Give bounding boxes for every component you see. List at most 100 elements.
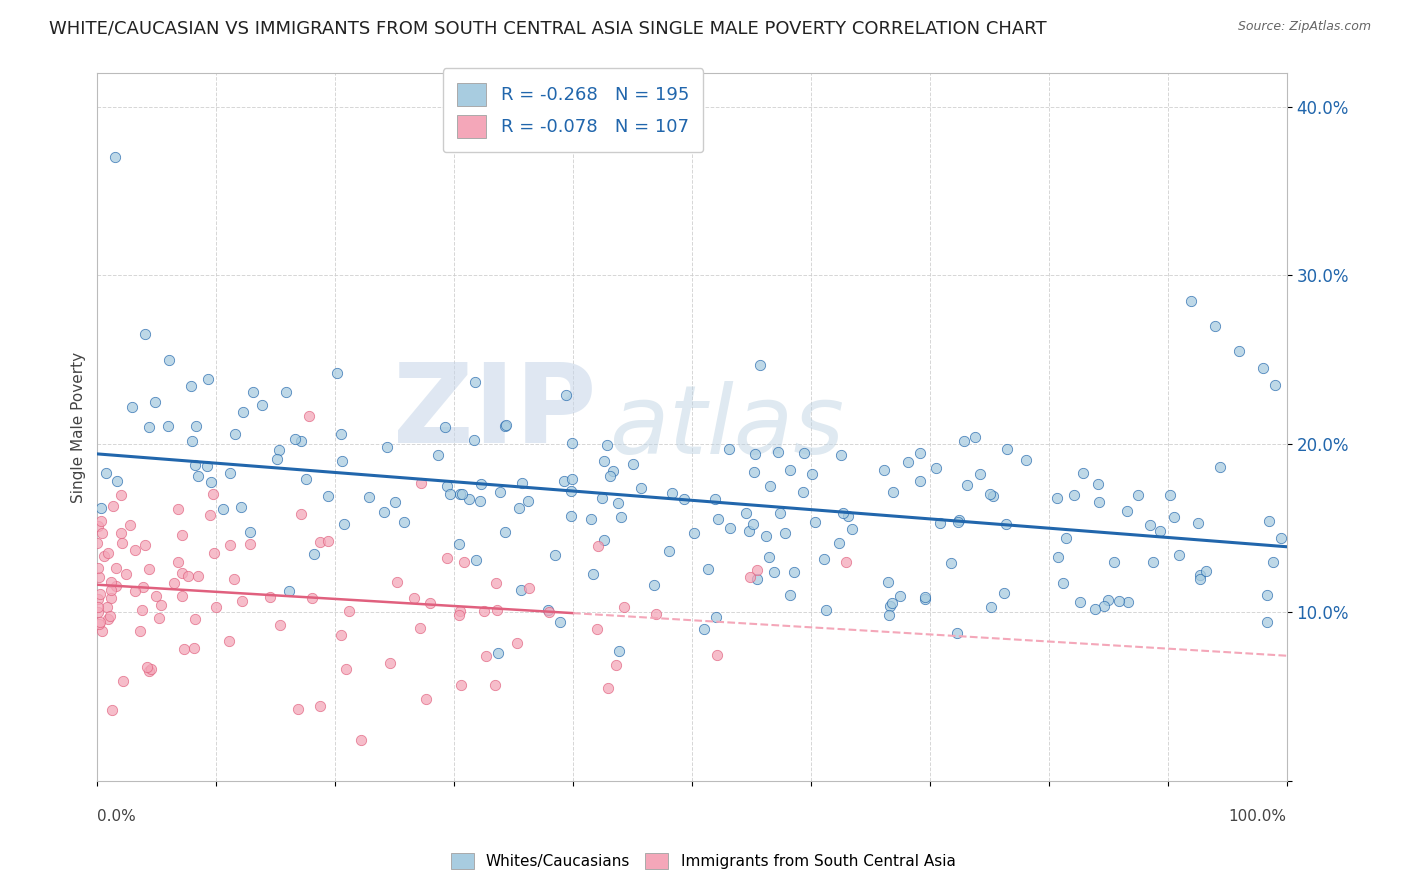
- Point: [841, 522, 863, 536]
- Point: [89, 587, 111, 601]
- Point: [177, 569, 200, 583]
- Point: [129, 624, 152, 638]
- Point: [138, 562, 160, 576]
- Point: [645, 607, 668, 621]
- Point: [439, 487, 461, 501]
- Point: [598, 681, 620, 695]
- Point: [124, 542, 146, 557]
- Point: [104, 579, 127, 593]
- Point: [718, 521, 741, 535]
- Point: [830, 448, 852, 462]
- Point: [815, 603, 838, 617]
- Point: [121, 401, 143, 415]
- Point: [1251, 361, 1274, 376]
- Point: [173, 641, 195, 656]
- Point: [104, 561, 127, 575]
- Point: [170, 528, 193, 542]
- Point: [1256, 615, 1278, 629]
- Text: ZIP: ZIP: [394, 359, 596, 467]
- Point: [308, 535, 330, 549]
- Point: [1258, 514, 1281, 528]
- Point: [1264, 378, 1286, 392]
- Point: [561, 472, 583, 486]
- Point: [124, 584, 146, 599]
- Point: [295, 472, 318, 486]
- Point: [457, 491, 479, 506]
- Point: [832, 506, 855, 520]
- Point: [706, 512, 728, 526]
- Point: [963, 429, 986, 443]
- Point: [946, 516, 969, 530]
- Point: [484, 678, 506, 692]
- Point: [582, 567, 605, 582]
- Point: [318, 489, 340, 503]
- Point: [284, 433, 307, 447]
- Point: [197, 372, 219, 386]
- Point: [326, 367, 349, 381]
- Point: [879, 599, 901, 613]
- Point: [803, 515, 825, 529]
- Point: [1227, 344, 1250, 359]
- Point: [1149, 524, 1171, 539]
- Point: [742, 465, 765, 479]
- Point: [914, 590, 936, 604]
- Point: [877, 608, 900, 623]
- Point: [97, 612, 120, 626]
- Point: [1128, 487, 1150, 501]
- Point: [89, 570, 111, 584]
- Text: atlas: atlas: [609, 381, 844, 474]
- Point: [1073, 466, 1095, 480]
- Point: [434, 420, 457, 434]
- Point: [218, 633, 240, 648]
- Point: [588, 539, 610, 553]
- Point: [335, 662, 357, 676]
- Point: [316, 534, 339, 549]
- Point: [516, 493, 538, 508]
- Point: [86, 591, 108, 606]
- Point: [495, 418, 517, 433]
- Point: [167, 556, 190, 570]
- Point: [953, 434, 976, 449]
- Point: [693, 622, 716, 636]
- Point: [143, 395, 166, 409]
- Point: [87, 600, 110, 615]
- Point: [1087, 476, 1109, 491]
- Text: WHITE/CAUCASIAN VS IMMIGRANTS FROM SOUTH CENTRAL ASIA SINGLE MALE POVERTY CORREL: WHITE/CAUCASIAN VS IMMIGRANTS FROM SOUTH…: [49, 20, 1047, 37]
- Point: [1204, 318, 1226, 333]
- Point: [1180, 293, 1202, 308]
- Point: [1108, 594, 1130, 608]
- Point: [259, 590, 281, 604]
- Point: [1069, 594, 1091, 608]
- Point: [100, 574, 122, 589]
- Legend: R = -0.268   N = 195, R = -0.078   N = 107: R = -0.268 N = 195, R = -0.078 N = 107: [443, 68, 703, 153]
- Point: [90, 500, 112, 515]
- Point: [86, 536, 108, 550]
- Point: [486, 646, 509, 660]
- Point: [1209, 460, 1232, 475]
- Point: [101, 703, 124, 717]
- Point: [980, 600, 1002, 615]
- Point: [759, 479, 782, 493]
- Point: [925, 460, 948, 475]
- Point: [419, 596, 441, 610]
- Point: [98, 608, 121, 623]
- Point: [800, 467, 823, 481]
- Point: [183, 458, 205, 473]
- Point: [599, 468, 621, 483]
- Point: [183, 640, 205, 655]
- Point: [643, 578, 665, 592]
- Point: [1046, 491, 1069, 506]
- Point: [436, 479, 458, 493]
- Point: [882, 596, 904, 610]
- Point: [828, 536, 851, 550]
- Point: [889, 589, 911, 603]
- Point: [1256, 588, 1278, 602]
- Point: [204, 546, 226, 560]
- Point: [596, 438, 619, 452]
- Point: [100, 582, 122, 597]
- Point: [157, 418, 180, 433]
- Point: [111, 536, 134, 550]
- Point: [301, 591, 323, 606]
- Y-axis label: Single Male Poverty: Single Male Poverty: [72, 351, 86, 503]
- Point: [929, 516, 952, 530]
